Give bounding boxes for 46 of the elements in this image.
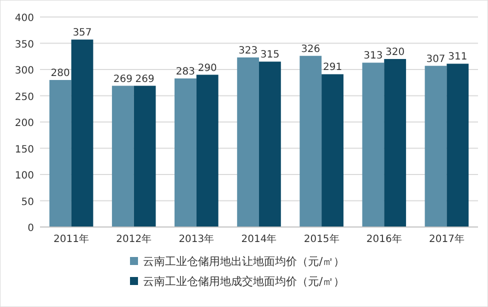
data-label: 269 <box>113 74 132 85</box>
data-label: 283 <box>176 66 196 78</box>
bar <box>49 80 72 227</box>
x-tick-label: 2011年 <box>54 233 90 245</box>
y-tick-label: 100 <box>14 170 34 182</box>
data-label: 323 <box>238 45 258 56</box>
y-tick-label: 300 <box>14 66 34 76</box>
y-tick-label: 400 <box>14 13 34 24</box>
x-tick-label: 2013年 <box>178 233 214 245</box>
data-label: 326 <box>301 44 320 55</box>
y-tick-label: 50 <box>21 196 34 208</box>
data-label: 357 <box>72 28 92 39</box>
data-label: 269 <box>135 74 154 85</box>
x-tick-label: 2014年 <box>241 233 277 245</box>
bar <box>362 62 384 227</box>
x-tick-label: 2015年 <box>304 233 340 245</box>
y-tick-label: 350 <box>14 39 34 50</box>
bar <box>300 56 322 227</box>
bar <box>112 86 134 227</box>
legend-label: 云南工业仓储用地成交地面均价（元/㎡） <box>143 275 345 288</box>
bar <box>446 64 469 227</box>
bar <box>71 40 94 227</box>
y-tick-label: 250 <box>14 92 34 103</box>
bar <box>384 59 406 227</box>
x-tick-label: 2017年 <box>428 233 464 245</box>
legend-label: 云南工业仓储用地出让地面均价（元/㎡） <box>143 255 345 268</box>
data-label: 313 <box>364 50 383 62</box>
y-tick-label: 200 <box>14 118 34 129</box>
data-label: 290 <box>198 62 217 74</box>
bar <box>259 62 281 227</box>
bar <box>196 74 218 227</box>
bar <box>174 78 196 227</box>
data-label: 280 <box>50 68 70 79</box>
x-tick-label: 2012年 <box>116 233 152 245</box>
bar <box>237 57 259 227</box>
data-label: 311 <box>448 52 468 63</box>
x-tick-label: 2016年 <box>366 233 402 245</box>
data-label: 315 <box>260 50 280 61</box>
data-label: 291 <box>322 62 342 74</box>
bar <box>424 66 447 227</box>
data-label: 307 <box>426 54 446 65</box>
y-tick-label: 150 <box>14 144 34 156</box>
data-label: 320 <box>386 47 405 58</box>
bar <box>322 74 344 227</box>
y-tick-label: 0 <box>28 223 34 234</box>
bar <box>134 86 156 227</box>
